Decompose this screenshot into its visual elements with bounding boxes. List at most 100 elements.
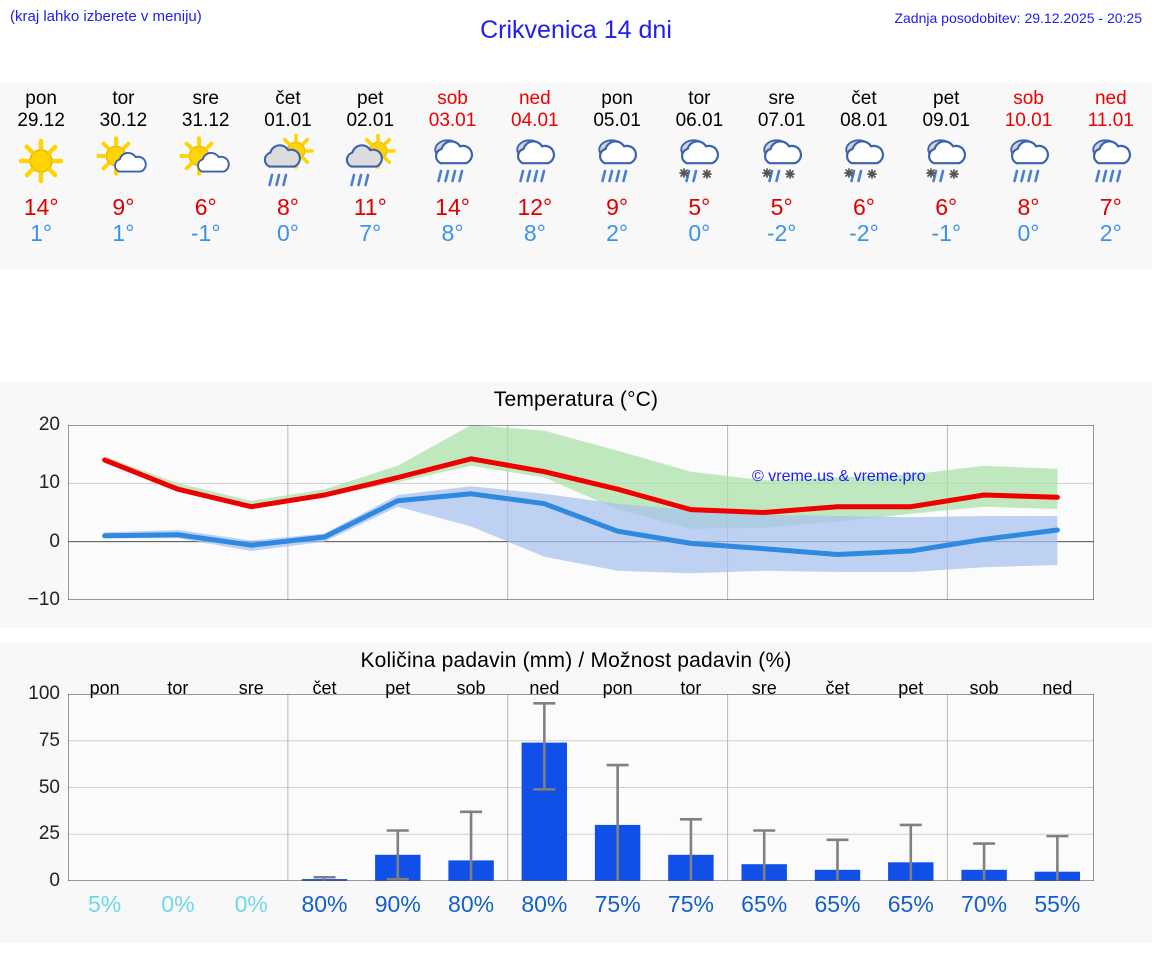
precipitation-x-tick: ned	[1042, 678, 1073, 698]
temperature-max: 6°	[935, 194, 958, 220]
precipitation-probability: 80%	[521, 891, 568, 917]
sun-cloud-rain-icon	[338, 134, 402, 190]
precipitation-x-tick: pet	[385, 678, 411, 698]
forecast-day: sre 31.12 6° -1°	[165, 83, 247, 269]
day-of-week: pon	[25, 88, 57, 109]
temperature-min: 7°	[359, 220, 382, 246]
forecast-day: pon 05.01 9° 2°	[576, 83, 658, 269]
forecast-day: čet 08.01 6° -2°	[823, 83, 905, 269]
temperature-max: 12°	[517, 194, 553, 220]
cloud-sleet-icon	[914, 134, 978, 190]
day-of-week: sre	[192, 88, 219, 109]
precipitation-probability: 0%	[161, 891, 195, 917]
forecast-day: tor 30.12 9° 1°	[82, 83, 164, 269]
day-of-week: tor	[112, 88, 135, 109]
temperature-y-tick: 10	[38, 472, 60, 494]
precipitation-chart-title: Količina padavin (mm) / Možnost padavin …	[360, 649, 792, 672]
forecast-day: ned 11.01 7° 2°	[1070, 83, 1152, 269]
day-of-week: sob	[1013, 88, 1044, 109]
precipitation-chart: Količina padavin (mm) / Možnost padavin …	[0, 643, 1152, 943]
temperature-max: 8°	[276, 194, 299, 220]
temperature-max: 14°	[23, 194, 59, 220]
cloud-sleet-icon	[667, 134, 731, 190]
temperature-min: 0°	[688, 220, 711, 246]
day-date: 02.01	[346, 110, 395, 131]
precipitation-probability: 80%	[301, 891, 348, 917]
sun-cloud-rain-icon	[256, 134, 320, 190]
day-of-week: pet	[357, 88, 384, 109]
temperature-min: -2°	[849, 220, 879, 246]
precipitation-x-tick: ned	[529, 678, 560, 698]
copyright-notice: © vreme.us & vreme.pro	[752, 468, 926, 485]
sun-cloud-icon	[91, 134, 155, 190]
day-of-week: ned	[518, 88, 551, 109]
temperature-chart-title: Temperatura (°C)	[493, 388, 659, 411]
precipitation-probability: 70%	[961, 891, 1008, 917]
precipitation-x-tick: čet	[312, 678, 337, 698]
location-hint[interactable]: (kraj lahko izberete v meniju)	[10, 8, 202, 25]
temperature-min: 0°	[276, 220, 299, 246]
temperature-max: 5°	[688, 194, 711, 220]
day-date: 31.12	[181, 110, 230, 131]
forecast-day: ned 04.01 12° 8°	[494, 83, 576, 269]
day-date: 06.01	[675, 110, 724, 131]
day-date: 29.12	[17, 110, 65, 131]
temperature-min: -1°	[931, 220, 962, 246]
temperature-plot-area	[68, 425, 1094, 600]
day-date: 01.01	[264, 110, 312, 131]
precipitation-x-tick: sre	[238, 678, 264, 698]
precipitation-y-tick: 50	[38, 776, 60, 798]
precipitation-probability: 90%	[374, 891, 421, 917]
cloud-rain-icon	[1079, 134, 1143, 190]
precipitation-probability: 55%	[1034, 891, 1081, 917]
precipitation-x-tick: tor	[167, 678, 189, 698]
precipitation-probability: 65%	[814, 891, 861, 917]
precipitation-probability: 65%	[887, 891, 934, 917]
temperature-min: 1°	[112, 220, 135, 246]
day-of-week: pet	[933, 88, 960, 109]
precipitation-probability: 75%	[594, 891, 641, 917]
precipitation-probability: 80%	[448, 891, 495, 917]
temperature-max: 6°	[852, 194, 875, 220]
cloud-rain-icon	[503, 134, 567, 190]
temperature-min: -2°	[766, 220, 797, 246]
day-of-week: sre	[768, 88, 795, 109]
temperature-max: 14°	[435, 194, 470, 220]
cloud-rain-icon	[585, 134, 649, 190]
precipitation-y-tick: 100	[28, 683, 60, 704]
sun-icon	[9, 134, 73, 190]
temperature-max: 9°	[112, 194, 135, 220]
forecast-day: pet 09.01 6° -1°	[905, 83, 987, 269]
temperature-max: 9°	[606, 194, 629, 220]
temperature-min: 0°	[1017, 220, 1040, 246]
precipitation-probability: 0%	[234, 891, 268, 917]
precipitation-y-tick: 25	[38, 823, 60, 845]
temperature-y-tick: 0	[49, 530, 60, 552]
day-date: 03.01	[428, 110, 477, 131]
temperature-max: 6°	[194, 194, 217, 220]
precipitation-x-tick: sob	[456, 678, 486, 698]
day-date: 30.12	[99, 110, 148, 131]
day-of-week: tor	[688, 88, 711, 109]
day-date: 04.01	[511, 110, 559, 131]
page-title: Crikvenica 14 dni	[480, 16, 672, 44]
forecast-day: sre 07.01 5° -2°	[741, 83, 823, 269]
precipitation-x-tick: sre	[751, 678, 777, 698]
day-of-week: sob	[437, 88, 468, 109]
precipitation-probability: 5%	[88, 891, 122, 917]
day-date: 05.01	[593, 110, 641, 131]
forecast-day: čet 01.01 8° 0°	[247, 83, 329, 269]
day-date: 08.01	[840, 110, 888, 131]
day-of-week: pon	[601, 88, 633, 109]
day-date: 09.01	[922, 110, 970, 131]
precipitation-x-tick: tor	[680, 678, 702, 698]
precipitation-x-tick: pon	[89, 678, 120, 698]
day-date: 07.01	[757, 110, 806, 131]
temperature-chart: Temperatura (°C) 20 10 0 −10 © vreme.us & vr…	[0, 382, 1152, 628]
day-of-week: čet	[275, 88, 301, 109]
cloud-sleet-icon	[750, 134, 814, 190]
day-date: 11.01	[1087, 110, 1134, 131]
cloud-rain-icon	[421, 134, 485, 190]
temperature-min: 8°	[441, 220, 464, 246]
temperature-min: 2°	[606, 220, 629, 246]
